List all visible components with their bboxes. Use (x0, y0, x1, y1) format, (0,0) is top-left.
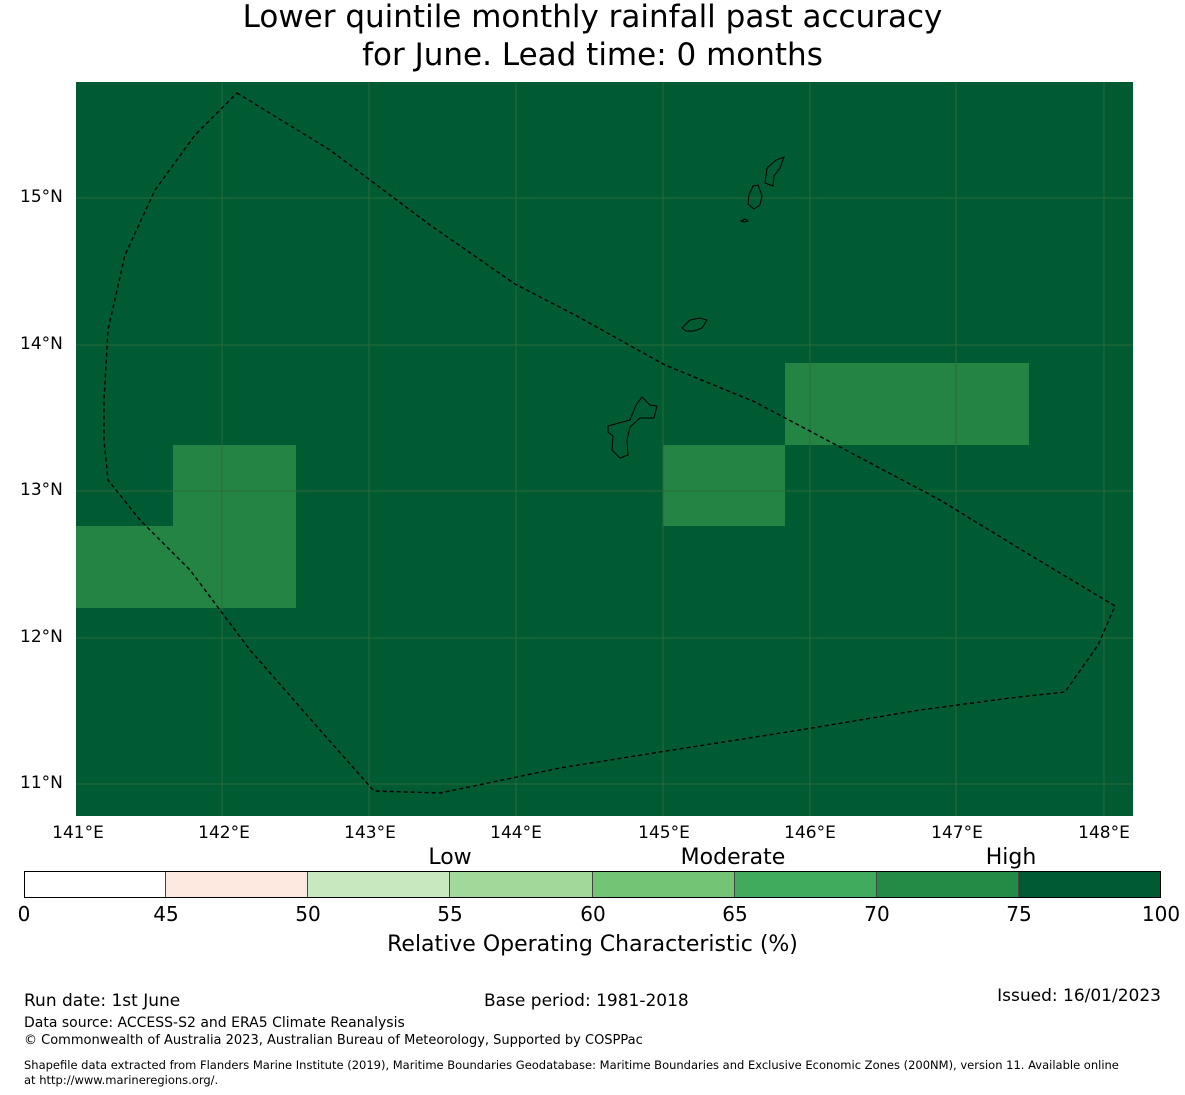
lat-label-12n: 12°N (20, 627, 63, 647)
colorbar-segment-60-65 (593, 871, 735, 898)
lon-label-142e: 142°E (198, 823, 250, 843)
colorbar-segment-45-50 (166, 871, 308, 898)
lon-label-147e: 147°E (931, 823, 983, 843)
accuracy-cell-west-lower (76, 526, 173, 608)
lon-label-141e: 141°E (52, 823, 104, 843)
colorbar-segment-75-100 (1019, 871, 1161, 898)
footer-base-period: Base period: 1981-2018 (484, 991, 689, 1011)
footer-copyright: © Commonwealth of Australia 2023, Austra… (24, 1033, 643, 1048)
islands (607, 156, 785, 459)
footer-data-source: Data source: ACCESS-S2 and ERA5 Climate … (24, 1015, 405, 1031)
island-rota (681, 317, 708, 332)
colorbar-category-moderate: Moderate (680, 845, 786, 870)
lon-label-146e: 146°E (784, 823, 836, 843)
lon-label-145e: 145°E (638, 823, 690, 843)
lon-label-148e: 148°E (1078, 823, 1130, 843)
island-aguijan (739, 218, 750, 223)
colorbar-category-low: Low (428, 845, 472, 870)
colorbar-tick-45: 45 (153, 902, 179, 926)
colorbar-segment-70-75 (877, 871, 1019, 898)
graticule (76, 82, 1133, 816)
footer-shapefile-line-1: Shapefile data extracted from Flanders M… (24, 1058, 1119, 1072)
footer-shapefile-line-2: at http://www.marineregions.org/. (24, 1073, 219, 1087)
colorbar-tick-100: 100 (1141, 902, 1181, 926)
lat-label-11n: 11°N (20, 773, 63, 793)
colorbar-segment-65-70 (735, 871, 877, 898)
colorbar-tick-75: 75 (1006, 902, 1032, 926)
colorbar-tick-70: 70 (864, 902, 890, 926)
lat-label-15n: 15°N (20, 187, 63, 207)
lon-label-143e: 143°E (344, 823, 396, 843)
island-saipan (764, 156, 785, 187)
colorbar-tick-0: 0 (17, 902, 31, 926)
island-guam (607, 396, 658, 459)
colorbar-category-high: High (985, 845, 1037, 870)
lat-label-14n: 14°N (20, 334, 63, 354)
colorbar-frame (24, 871, 1161, 898)
lon-label-144e: 144°E (490, 823, 542, 843)
eez-boundary (103, 92, 1116, 794)
chart-title-line-2: for June. Lead time: 0 months (362, 37, 823, 73)
colorbar-segment-0-45 (24, 871, 166, 898)
accuracy-cell-central (663, 445, 785, 526)
accuracy-cell-east (785, 363, 1029, 445)
accuracy-cell-west-upper (173, 445, 296, 608)
chart-title-line-1: Lower quintile monthly rainfall past acc… (242, 0, 943, 35)
colorbar-tick-60: 60 (580, 902, 606, 926)
colorbar-segment-50-55 (308, 871, 450, 898)
colorbar-tick-55: 55 (437, 902, 463, 926)
footer-issued-date: Issued: 16/01/2023 (997, 986, 1161, 1006)
colorbar-tick-65: 65 (722, 902, 748, 926)
island-tinian (747, 184, 763, 210)
colorbar-tick-50: 50 (295, 902, 321, 926)
colorbar-segment-55-60 (450, 871, 593, 898)
colorbar-title: Relative Operating Characteristic (%) (387, 932, 798, 957)
lat-label-13n: 13°N (20, 480, 63, 500)
footer-run-date: Run date: 1st June (24, 991, 181, 1011)
